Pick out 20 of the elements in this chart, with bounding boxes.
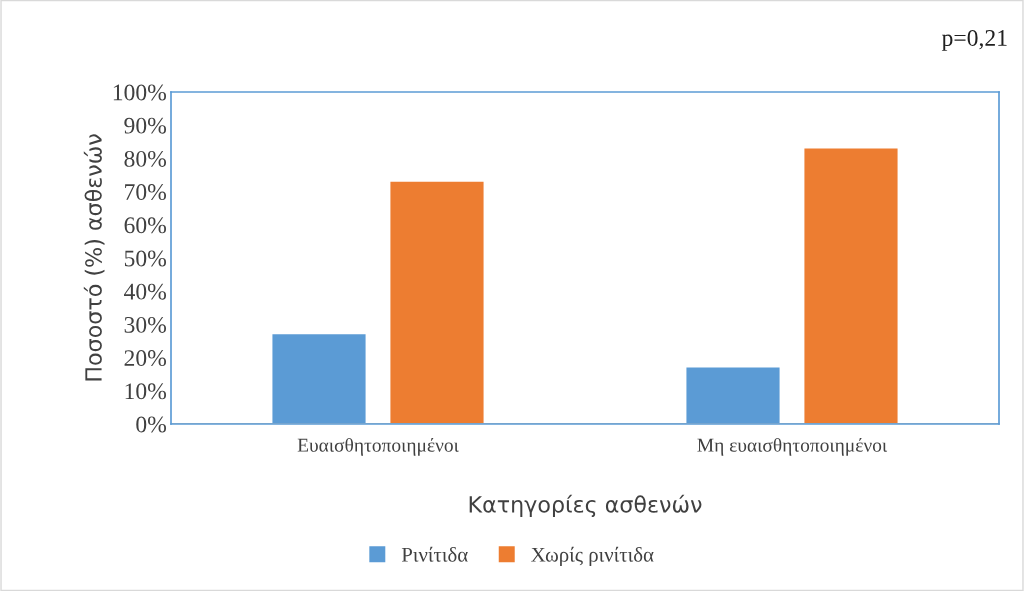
y-tick-label: 50% — [124, 250, 167, 267]
x-tick-label: Ευαισθητοποιημένοι — [297, 437, 459, 456]
y-tick-label: 70% — [125, 184, 167, 201]
bar — [390, 181, 484, 424]
x-axis-title: Κατηγορίες ασθενών — [469, 494, 702, 518]
y-tick-label: 60% — [124, 217, 167, 234]
x-tick-label: Μη ευαισθητοποιημένοι — [697, 437, 888, 456]
y-tick-label: 100% — [113, 84, 167, 101]
y-tick-label: 80% — [124, 150, 167, 167]
y-axis-title: Ποσοστό (%) ασθενών — [83, 134, 105, 381]
y-tick-label: 40% — [124, 283, 167, 300]
legend-label: Ρινίτιδα — [401, 546, 468, 562]
y-tick-label: 10% — [125, 383, 167, 400]
y-tick-label: 20% — [124, 350, 167, 367]
legend-label: Χωρίς ρινίτιδα — [531, 546, 654, 566]
bar — [804, 148, 898, 424]
y-tick-label: 90% — [124, 117, 167, 134]
text: p=0,21 — [941, 29, 1007, 51]
y-tick-label: 0% — [136, 416, 167, 433]
y-tick-label: 30% — [124, 316, 167, 333]
